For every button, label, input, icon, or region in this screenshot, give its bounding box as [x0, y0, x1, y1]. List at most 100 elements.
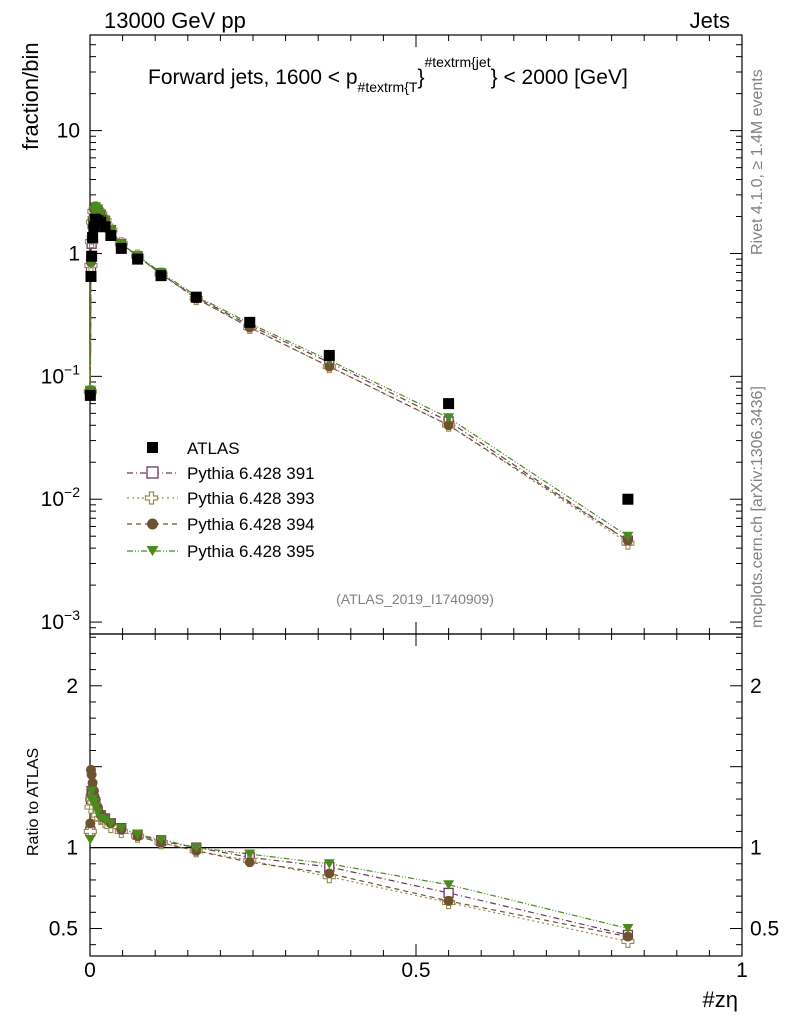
main-point-atlas [323, 349, 335, 361]
legend-entry-394: Pythia 6.428 394 [127, 515, 315, 534]
legend-entry-391: Pythia 6.428 391 [127, 464, 315, 483]
ratio-y-tick-label: 0.5 [49, 917, 78, 940]
main-y-tick-label: 10−2 [41, 484, 81, 511]
ratio-point-pythia-6-428-395 [244, 849, 256, 860]
rivet-version-label: Rivet 4.1.0, ≥ 1.4M events [749, 69, 766, 255]
main-y-tick-label: 1 [68, 242, 80, 265]
ratio-y-label: Ratio to ATLAS [25, 748, 42, 856]
legend: ATLAS Pythia 6.428 391 Pythia 6.428 393 … [127, 439, 315, 561]
legend-marker-395 [146, 546, 159, 556]
ratio-y-tick-label-right: 1 [750, 837, 762, 860]
ratio-point-pythia-6-428-394 [324, 868, 335, 879]
ratio-point-pythia-6-428-394 [86, 769, 97, 780]
main-line-pythia-6-428-391 [89, 207, 629, 542]
ratio-panel: 0.5 0.51 12 2 0 0.5 1 Ratio to ATLAS #zη [25, 633, 779, 1012]
legend-label-atlas: ATLAS [187, 439, 240, 458]
main-point-atlas [85, 270, 97, 282]
main-line-pythia-6-428-393 [89, 206, 629, 544]
ratio-line-pythia-6-428-394 [89, 769, 629, 938]
ratio-y-tick-label-right: 0.5 [750, 917, 779, 940]
main-point-pythia-6-428-394 [443, 420, 454, 431]
title-subscript: #textrm{T [358, 79, 418, 95]
main-line-pythia-6-428-395 [89, 205, 629, 537]
ratio-point-pythia-6-428-394 [85, 818, 96, 829]
legend-marker-393 [144, 491, 159, 505]
x-tick-label: 0.5 [401, 959, 430, 982]
ratio-y-tick-label-right: 2 [750, 675, 762, 698]
legend-marker-atlas [147, 442, 158, 453]
title-superscript: #textrm{jet [424, 54, 490, 70]
mcplots-label: mcplots.cern.ch [arXiv:1306.3436] [749, 386, 766, 628]
legend-label-393: Pythia 6.428 393 [187, 489, 315, 508]
legend-label-395: Pythia 6.428 395 [187, 542, 315, 561]
main-y-tick-label: 10−3 [41, 607, 81, 634]
main-point-atlas [105, 230, 117, 242]
ratio-point-pythia-6-428-395 [115, 823, 127, 834]
main-point-atlas [155, 270, 167, 282]
ratio-point-pythia-6-428-395 [323, 859, 335, 869]
analysis-watermark: (ATLAS_2019_I1740909) [336, 591, 494, 607]
ratio-line-pythia-6-428-391 [89, 790, 629, 936]
title-prefix: Forward jets, 1600 < p [148, 66, 358, 89]
main-x-ticks [89, 35, 743, 634]
ratio-point-pythia-6-428-395 [443, 880, 455, 890]
main-point-atlas [132, 253, 144, 265]
legend-label-391: Pythia 6.428 391 [187, 464, 315, 483]
ratio-series [83, 764, 635, 948]
x-tick-label: 1 [736, 959, 748, 982]
header-left: 13000 GeV pp [104, 8, 246, 33]
x-axis-label: #zη [703, 987, 738, 1012]
main-point-pythia-6-428-395 [92, 204, 104, 215]
main-point-atlas [443, 398, 455, 410]
ratio-line-pythia-6-428-395 [89, 790, 629, 930]
main-title: Forward jets, 1600 < p#textrm{T}#textrm{… [148, 54, 628, 95]
ratio-point-pythia-6-428-394 [443, 895, 454, 906]
main-y-tick-label: 10−1 [41, 361, 81, 388]
title-suffix: } < 2000 [GeV] [491, 66, 628, 89]
ratio-y-tick-label: 1 [66, 837, 78, 860]
main-point-atlas [190, 291, 202, 303]
ratio-point-pythia-6-428-395 [132, 830, 144, 840]
main-point-atlas [244, 316, 256, 328]
main-series [83, 201, 635, 550]
main-point-atlas [622, 493, 634, 505]
main-point-atlas [86, 250, 98, 262]
title-brace: } [417, 66, 424, 89]
legend-entry-393: Pythia 6.428 393 [127, 489, 315, 508]
ratio-point-pythia-6-428-394 [244, 857, 255, 868]
main-point-pythia-6-428-395 [85, 259, 97, 270]
ratio-x-axis: 0 0.5 1 [84, 634, 748, 982]
legend-marker-394 [147, 518, 158, 530]
ratio-point-pythia-6-428-395 [92, 807, 104, 817]
ratio-point-pythia-6-428-394 [622, 931, 633, 942]
legend-entry-395: Pythia 6.428 395 [127, 542, 315, 561]
main-point-atlas [84, 389, 96, 401]
main-point-pythia-6-428-395 [622, 531, 634, 542]
ratio-y-axis: 0.5 0.5 1 1 2 2 [49, 636, 779, 946]
ratio-point-pythia-6-428-394 [87, 777, 98, 788]
main-point-atlas [87, 231, 99, 243]
main-y-axis: 10 1 10−1 10−2 10−3 [41, 34, 742, 635]
ratio-point-pythia-6-428-395 [190, 843, 202, 853]
ratio-y-tick-label: 2 [66, 675, 78, 698]
main-line-pythia-6-428-394 [89, 205, 629, 542]
ratio-point-pythia-6-428-395 [622, 923, 634, 934]
main-point-pythia-6-428-395 [443, 413, 455, 423]
ratio-point-pythia-6-428-395 [155, 834, 167, 845]
legend-label-394: Pythia 6.428 394 [187, 515, 315, 534]
main-y-label: fraction/bin [18, 42, 43, 150]
ratio-point-pythia-6-428-395 [84, 834, 96, 845]
main-point-atlas [88, 221, 100, 233]
ratio-point-pythia-6-428-395 [88, 797, 100, 808]
legend-marker-391 [146, 466, 159, 479]
main-point-pythia-6-428-394 [324, 361, 335, 372]
main-y-tick-label: 10 [57, 120, 80, 143]
ratio-point-pythia-6-428-395 [99, 815, 111, 826]
legend-entry-atlas: ATLAS [147, 439, 240, 458]
ratio-point-pythia-6-428-395 [86, 786, 98, 796]
ratio-frame [89, 633, 743, 957]
x-tick-label: 0 [84, 959, 96, 982]
ratio-point-pythia-6-428-395 [105, 818, 117, 829]
